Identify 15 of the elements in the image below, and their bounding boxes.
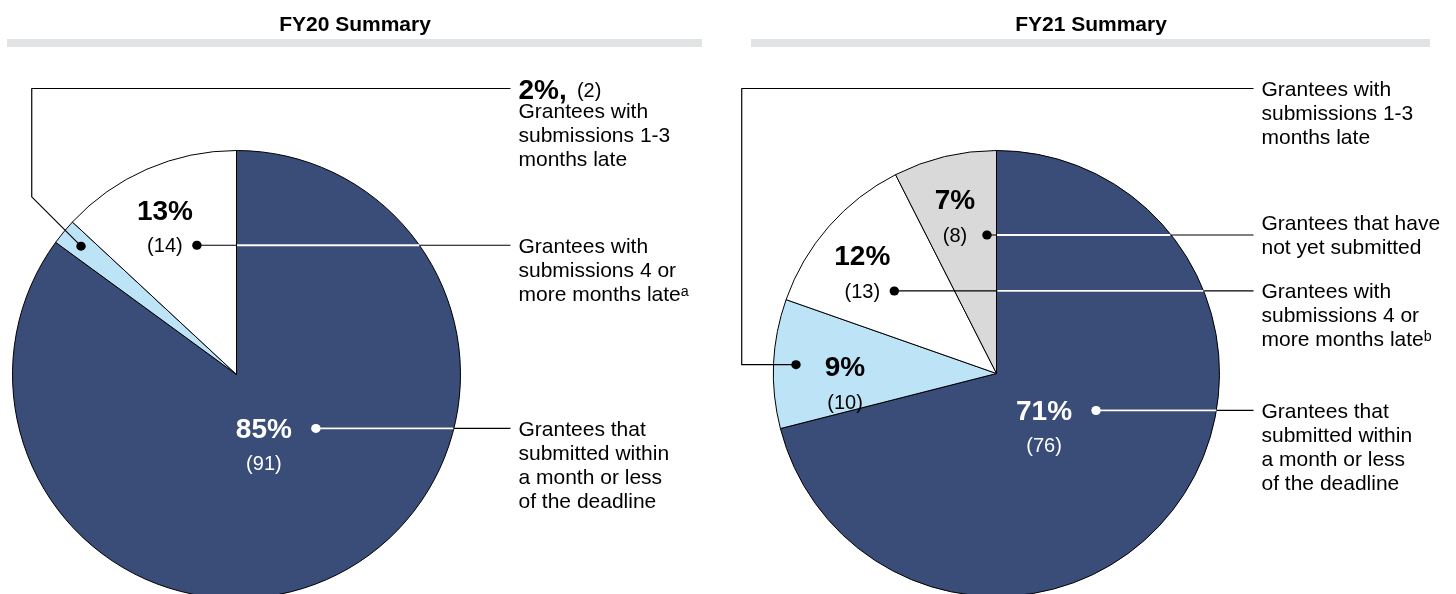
data-label: 71% (76) [1016,394,1073,457]
data-label: 12% (13) [834,240,891,302]
slice-label: Grantees with submissions 4 or more months lateᵇ [1261,279,1432,351]
slice-label: Grantees that have not yet submitted [1261,211,1441,259]
slice-label: Grantees that submitted within a month or less of the deadline [518,416,670,512]
data-label: 9% (10) [824,351,866,413]
data-label: 2%, (2) [518,74,602,105]
data-label: 13% (14) [136,194,194,257]
data-label: 85% (91) [235,412,292,475]
chart-title: FY20 Summary [279,12,432,35]
slice-label: Grantees that submitted within a month or less of the deadline [1261,398,1413,494]
slice-label: Grantees with submissions 1-3 months late [1261,77,1414,148]
slice-label: Grantees with submissions 4 or more months lateᵃ [518,233,689,305]
data-label: 7% (8) [934,184,976,246]
chart-title: FY21 Summary [1015,12,1168,35]
